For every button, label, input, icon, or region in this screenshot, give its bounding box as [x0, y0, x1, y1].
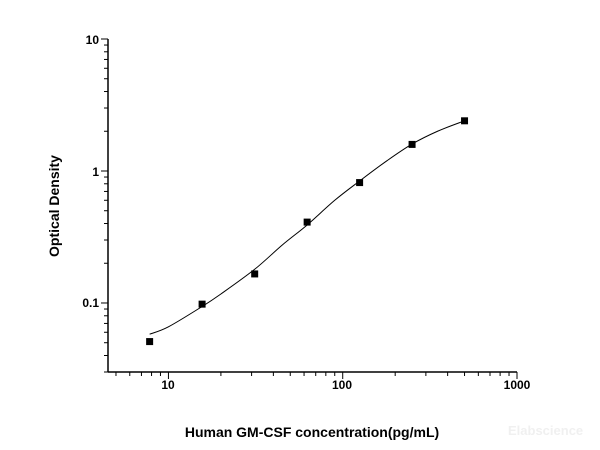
marks: [146, 117, 469, 346]
y-tick-label: 10: [86, 33, 100, 47]
data-point: [146, 338, 154, 346]
x-tick-label: 1000: [504, 378, 531, 392]
data-point: [303, 218, 311, 226]
y-tick-label: 1: [92, 165, 99, 179]
y-tick-label: 0.1: [82, 296, 99, 310]
data-point: [251, 270, 259, 278]
fit-curve: [149, 120, 465, 335]
data-point: [356, 179, 364, 187]
y-axis-title: Optical Density: [46, 155, 62, 257]
data-point: [198, 300, 206, 308]
x-axis-title: Human GM-CSF concentration(pg/mL): [185, 424, 439, 440]
watermark: Elabscience: [508, 423, 583, 438]
x-tick-label: 100: [332, 378, 352, 392]
x-tick-label: 10: [161, 378, 175, 392]
data-point: [408, 140, 416, 148]
axes: [101, 38, 518, 379]
data-point: [461, 117, 469, 125]
